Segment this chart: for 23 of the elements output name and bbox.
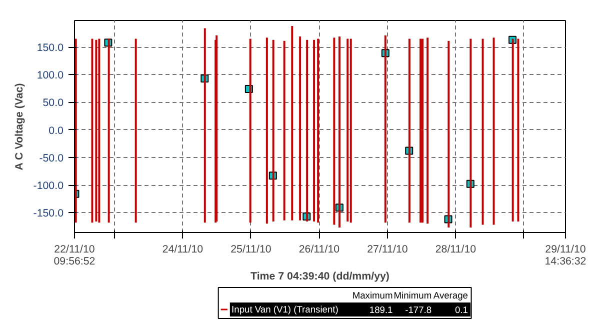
x-tick-label: 29/11/10 14:36:32	[544, 244, 586, 268]
y-tick-label: 150.0	[36, 42, 64, 54]
y-tick-label: 0.0	[48, 124, 64, 137]
legend-label: Input Van (V1) (Transient)	[232, 304, 338, 314]
text: Minimum	[394, 290, 432, 300]
y-tick-label: -100.0	[33, 180, 64, 192]
x-axis-title: Time 7 04:39:40 (dd/mm/yy)	[250, 270, 390, 282]
x-tick-label: 25/11/10	[230, 244, 272, 256]
x-tick-label: 27/11/10	[367, 244, 408, 256]
x-tick-label: 26/11/10	[298, 244, 340, 256]
text: 0.1	[454, 305, 468, 315]
y-tick-label: 100.0	[36, 70, 64, 82]
text: -177.8	[405, 305, 432, 315]
x-tick-label: 28/11/10	[435, 244, 476, 256]
text: Average	[433, 290, 468, 300]
y-axis-title: A C Voltage (Vac)	[13, 82, 26, 170]
x-tick-label: 22/11/10 09:56:52	[54, 244, 96, 268]
y-tick-label: 50.0	[42, 97, 64, 110]
y-tick-label: -150.0	[33, 208, 64, 220]
y-tick-label: -50.0	[39, 152, 64, 164]
x-tick-label: 24/11/10	[162, 244, 204, 256]
text: 189.1	[369, 305, 393, 315]
text: Maximum	[352, 290, 393, 300]
